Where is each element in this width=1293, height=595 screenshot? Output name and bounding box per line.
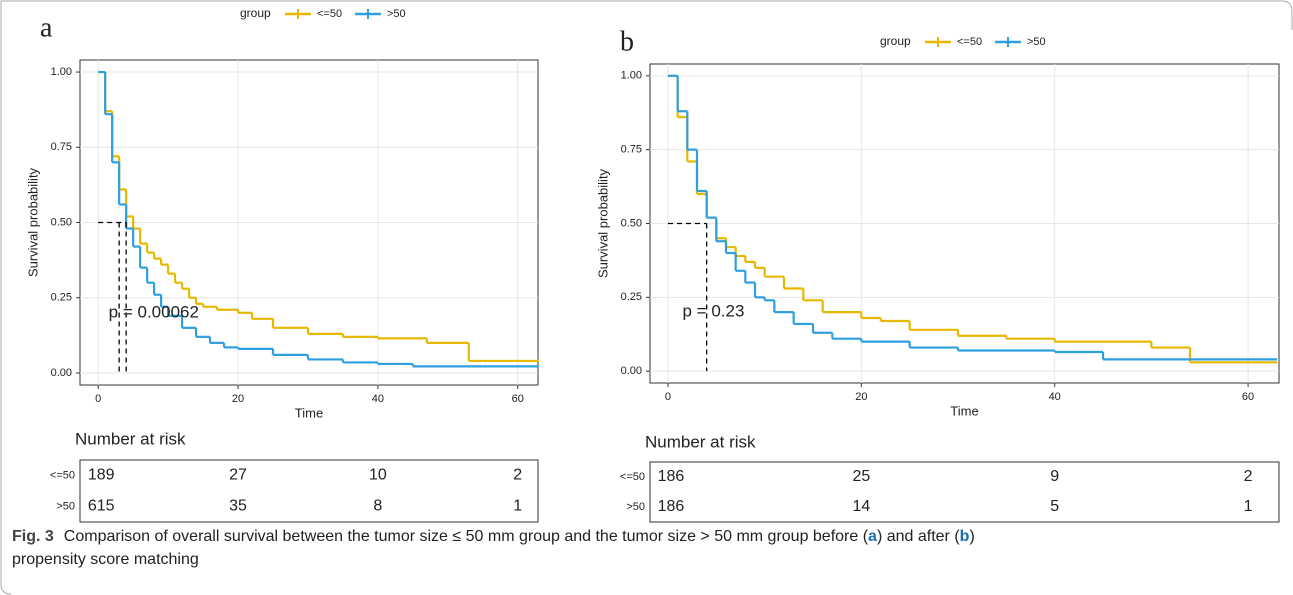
risk-count: 186 [658, 498, 685, 515]
y-tick-label: 0.75 [621, 144, 642, 156]
caption-text: propensity score matching [12, 551, 199, 568]
risk-count: 35 [229, 498, 247, 515]
y-tick-label: 0.50 [51, 216, 72, 228]
x-tick-label: 0 [665, 391, 671, 403]
risk-count: 2 [513, 467, 522, 484]
caption-text: Comparison of overall survival between t… [64, 528, 869, 545]
risk-count: 1 [1244, 498, 1253, 515]
x-tick-label: 40 [372, 393, 384, 405]
risk-row-label: <=50 [50, 469, 75, 481]
y-tick-label: 0.50 [621, 217, 642, 229]
risk-row-label: >50 [56, 500, 75, 512]
risk-table-box [79, 459, 539, 523]
x-tick-label: 40 [1049, 391, 1061, 403]
risk-count: 615 [88, 498, 115, 515]
risk-count: 1 [513, 498, 522, 515]
risk-count: 10 [369, 467, 387, 484]
risk-count: 14 [852, 498, 870, 515]
risk-count: 27 [229, 467, 247, 484]
y-tick-label: 1.00 [621, 70, 642, 82]
x-tick-label: 0 [95, 393, 101, 405]
risk-table-box [649, 461, 1280, 523]
x-tick-label: 20 [232, 393, 244, 405]
caption-text: ) and after ( [877, 528, 960, 545]
risk-table-title: Number at risk [75, 429, 186, 448]
risk-count: 186 [658, 468, 685, 485]
risk-count: 8 [373, 498, 382, 515]
risk-count: 5 [1050, 498, 1059, 515]
caption-label: Fig. 3 [12, 528, 54, 545]
y-tick-label: 0.75 [51, 141, 72, 153]
panel-label: b [620, 26, 634, 57]
y-tick-label: 0.00 [621, 365, 642, 377]
legend-label: <=50 [957, 36, 982, 48]
caption-ref: a [868, 528, 877, 545]
risk-table-title: Number at risk [645, 432, 756, 451]
y-tick-label: 0.00 [51, 367, 72, 379]
x-tick-label: 60 [1242, 391, 1254, 403]
caption: Fig. 3 Comparison of overall survival bet… [12, 528, 975, 545]
legend-label: >50 [387, 8, 406, 20]
y-axis-label: Survival probability [25, 167, 40, 277]
caption-ref: b [960, 528, 970, 545]
risk-row-label: >50 [626, 501, 645, 513]
y-axis-label: Survival probability [595, 168, 610, 278]
legend-title: group [880, 34, 911, 48]
x-axis-label: Time [950, 403, 978, 418]
y-tick-label: 0.25 [621, 291, 642, 303]
y-tick-label: 1.00 [51, 66, 72, 78]
risk-count: 9 [1050, 468, 1059, 485]
legend-title: group [240, 6, 271, 20]
legend-label: >50 [1027, 36, 1046, 48]
x-tick-label: 20 [855, 391, 867, 403]
risk-count: 25 [852, 468, 870, 485]
risk-count: 2 [1244, 468, 1253, 485]
risk-count: 189 [88, 467, 115, 484]
panel-label: a [40, 12, 53, 43]
caption-text: ) [969, 528, 974, 545]
legend-label: <=50 [317, 8, 342, 20]
risk-row-label: <=50 [620, 471, 645, 483]
x-axis-label: Time [295, 405, 323, 420]
p-value: p = 0.00062 [109, 302, 199, 321]
y-tick-label: 0.25 [51, 292, 72, 304]
p-value: p = 0.23 [682, 302, 744, 321]
x-tick-label: 60 [512, 393, 524, 405]
